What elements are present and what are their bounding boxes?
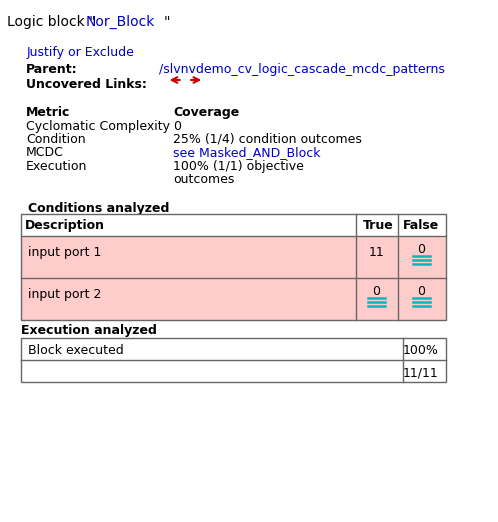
Text: 0: 0 bbox=[173, 120, 181, 133]
Text: 100%: 100% bbox=[402, 344, 438, 357]
Text: outcomes: outcomes bbox=[173, 173, 235, 186]
Text: Parent:: Parent: bbox=[26, 63, 78, 76]
Text: Condition: Condition bbox=[26, 133, 86, 146]
Bar bbox=[20, 360, 446, 382]
Text: MCDC: MCDC bbox=[26, 146, 64, 159]
Text: Block executed: Block executed bbox=[28, 344, 124, 357]
Text: Metric: Metric bbox=[26, 106, 71, 119]
Text: Description: Description bbox=[25, 219, 105, 232]
Text: 0: 0 bbox=[417, 243, 425, 256]
Text: Nor_Block: Nor_Block bbox=[85, 15, 154, 29]
Bar bbox=[20, 214, 446, 236]
Text: 0: 0 bbox=[417, 285, 425, 298]
Bar bbox=[20, 338, 446, 382]
Text: Logic block ": Logic block " bbox=[7, 15, 96, 29]
Text: Uncovered Links:: Uncovered Links: bbox=[26, 78, 147, 91]
Text: Coverage: Coverage bbox=[173, 106, 240, 119]
Text: /slvnvdemo_cv_logic_cascade_mcdc_patterns: /slvnvdemo_cv_logic_cascade_mcdc_pattern… bbox=[159, 63, 445, 76]
Text: Execution analyzed: Execution analyzed bbox=[20, 324, 156, 337]
Text: 25% (1/4) condition outcomes: 25% (1/4) condition outcomes bbox=[173, 133, 362, 146]
Text: Cyclomatic Complexity: Cyclomatic Complexity bbox=[26, 120, 170, 133]
Text: Execution: Execution bbox=[26, 160, 88, 173]
Text: 0: 0 bbox=[373, 285, 380, 298]
Text: Conditions analyzed: Conditions analyzed bbox=[28, 202, 169, 215]
Text: 11: 11 bbox=[369, 246, 384, 259]
Text: Justify or Exclude: Justify or Exclude bbox=[26, 46, 134, 59]
Text: input port 1: input port 1 bbox=[28, 246, 102, 259]
Text: 100% (1/1) objective: 100% (1/1) objective bbox=[173, 160, 304, 173]
Text: see Masked_AND_Block: see Masked_AND_Block bbox=[173, 146, 321, 159]
Bar bbox=[20, 214, 446, 320]
Text: input port 2: input port 2 bbox=[28, 288, 102, 301]
Bar bbox=[20, 236, 446, 278]
Text: 11/11: 11/11 bbox=[402, 366, 438, 379]
Text: False: False bbox=[403, 219, 439, 232]
Bar bbox=[20, 338, 446, 360]
Text: True: True bbox=[364, 219, 394, 232]
Text: ": " bbox=[164, 15, 170, 29]
Bar bbox=[20, 278, 446, 320]
